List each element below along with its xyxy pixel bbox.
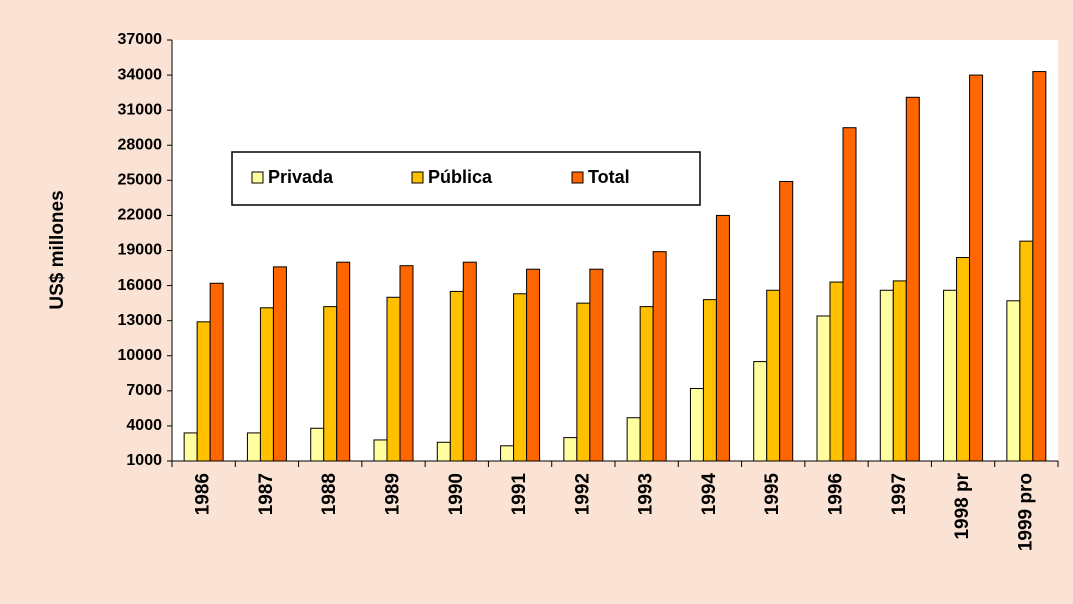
bar — [462, 261, 477, 462]
x-tick-label: 1998 pr — [952, 472, 973, 539]
bar — [1006, 300, 1021, 462]
bar — [449, 290, 464, 462]
bar — [842, 127, 857, 462]
x-tick-label: 1996 — [826, 473, 847, 515]
x-tick-label: 1999 pro — [1015, 473, 1036, 551]
y-tick-label: 28000 — [118, 136, 163, 153]
y-tick-label: 31000 — [118, 101, 163, 118]
bar — [436, 441, 451, 462]
x-tick-label: 1986 — [193, 473, 214, 515]
bar — [399, 265, 414, 462]
y-tick-label: 34000 — [118, 66, 163, 83]
bar — [272, 266, 287, 462]
x-tick-label: 1995 — [762, 473, 783, 516]
bar — [905, 96, 920, 462]
x-tick-label: 1990 — [446, 473, 467, 515]
bar — [715, 214, 730, 462]
y-tick-label: 13000 — [118, 312, 163, 329]
y-tick-label: 10000 — [118, 347, 163, 364]
bar — [1032, 71, 1047, 462]
bar — [259, 307, 274, 462]
bar — [323, 306, 338, 462]
bar — [196, 321, 211, 462]
bar — [1019, 240, 1034, 462]
y-tick-label: 1000 — [126, 452, 162, 469]
bar — [892, 280, 907, 462]
x-tick-label: 1989 — [383, 473, 404, 515]
legend-swatch — [251, 171, 264, 184]
y-tick-label: 37000 — [118, 31, 163, 48]
bar — [816, 315, 831, 462]
bar — [310, 427, 325, 462]
bar — [879, 289, 894, 462]
bar — [652, 251, 667, 462]
x-tick-label: 1991 — [509, 473, 530, 516]
bar — [639, 306, 654, 462]
bar — [209, 282, 224, 462]
bar — [589, 268, 604, 462]
x-tick-label: 1993 — [636, 473, 657, 515]
bar — [956, 257, 971, 462]
bar — [373, 439, 388, 462]
bar — [183, 432, 198, 462]
bar — [386, 296, 401, 462]
legend-swatch — [571, 171, 584, 184]
bar — [513, 293, 528, 462]
bar — [576, 302, 591, 462]
bar — [753, 361, 768, 462]
bar — [702, 299, 717, 462]
bar — [336, 261, 351, 462]
bar — [626, 417, 641, 462]
bar — [969, 74, 984, 462]
bar — [779, 181, 794, 462]
x-tick-label: 1987 — [256, 473, 277, 515]
y-tick-label: 25000 — [118, 172, 163, 189]
legend-box — [231, 151, 701, 206]
x-tick-label: 1992 — [572, 473, 593, 515]
legend-label: Total — [588, 167, 630, 187]
bar — [526, 268, 541, 462]
y-tick-label: 4000 — [126, 417, 162, 434]
y-axis-label: US$ millones — [47, 190, 68, 309]
x-tick-label: 1988 — [319, 473, 340, 515]
y-tick-label: 16000 — [118, 277, 163, 294]
bar — [246, 432, 261, 462]
legend-label: Privada — [268, 167, 334, 187]
bar — [689, 387, 704, 462]
y-tick-label: 19000 — [118, 242, 163, 259]
y-tick-label: 22000 — [118, 207, 163, 224]
bar — [829, 281, 844, 462]
legend-swatch — [411, 171, 424, 184]
bar — [766, 289, 781, 462]
y-tick-label: 7000 — [126, 382, 162, 399]
x-tick-label: 1997 — [889, 473, 910, 515]
legend-label: Pública — [428, 167, 493, 187]
bar — [943, 289, 958, 462]
bar — [500, 445, 515, 462]
x-tick-label: 1994 — [699, 473, 720, 516]
plot-area — [172, 40, 1058, 461]
bar — [563, 437, 578, 462]
legend: Privada Pública Total — [231, 151, 701, 206]
